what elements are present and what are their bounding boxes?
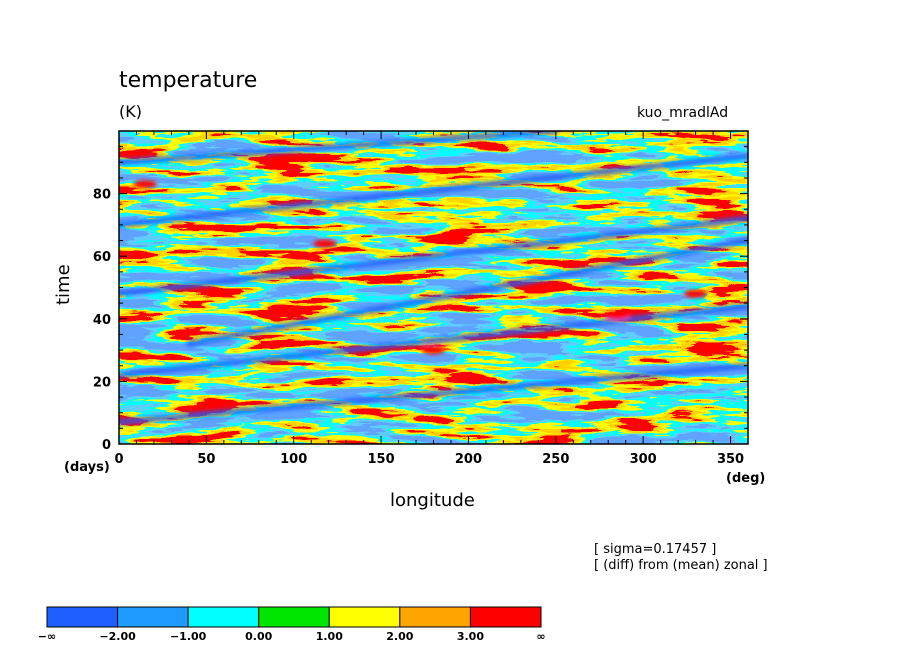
x-tick-label: 0 xyxy=(114,452,123,467)
warm-spot-6 xyxy=(421,346,446,355)
cold-band-2 xyxy=(185,237,748,347)
colorbar-label: −2.00 xyxy=(99,630,136,643)
y-tick-label: 20 xyxy=(93,375,111,390)
warm-spot-7 xyxy=(604,311,629,320)
x-tick-label: 50 xyxy=(197,452,215,467)
heatmap-field xyxy=(119,131,748,444)
colorbar-label: 0.00 xyxy=(245,630,272,643)
chart-title: temperature xyxy=(119,68,258,93)
colorbar-label: 3.00 xyxy=(457,630,484,643)
colorbar-swatch xyxy=(399,606,471,628)
y-axis-unit: (days) xyxy=(64,460,110,475)
colorbar-label: 2.00 xyxy=(386,630,413,643)
colorbar-label: ∞ xyxy=(536,630,545,643)
warm-spot-10 xyxy=(683,289,708,298)
cold-band-1 xyxy=(119,303,748,379)
sigma-note: [ sigma=0.17457 ] xyxy=(594,542,717,557)
y-tick-label: 40 xyxy=(93,313,111,328)
x-axis-label: longitude xyxy=(390,490,475,511)
colorbar-swatch xyxy=(46,606,119,628)
warm-spot-8 xyxy=(313,239,338,248)
x-tick-label: 150 xyxy=(368,452,395,467)
colorbar-swatch xyxy=(469,606,542,628)
colorbar-label: 1.00 xyxy=(316,630,343,643)
heatmap-plot-area xyxy=(119,131,748,444)
warm-spot-9 xyxy=(133,180,158,189)
colorbar-swatch xyxy=(328,606,401,628)
y-tick-label: 0 xyxy=(102,438,111,453)
x-axis-unit: (deg) xyxy=(726,471,766,486)
colorbar-label: −∞ xyxy=(38,630,56,643)
cold-band-3 xyxy=(119,215,748,297)
colorbar-label: −1.00 xyxy=(170,630,207,643)
x-tick-label: 300 xyxy=(630,452,657,467)
x-tick-label: 250 xyxy=(542,452,569,467)
y-tick-label: 60 xyxy=(93,250,111,265)
cold-band-0 xyxy=(119,362,748,426)
experiment-label: kuo_mradlAd xyxy=(637,105,729,121)
diff-note: [ (diff) from (mean) zonal ] xyxy=(594,558,768,573)
y-tick-label: 80 xyxy=(93,188,111,203)
x-tick-label: 200 xyxy=(455,452,482,467)
x-tick-label: 100 xyxy=(280,452,307,467)
units-label: (K) xyxy=(119,102,142,121)
colorbar-swatch xyxy=(258,606,330,628)
x-tick-label: 350 xyxy=(717,452,744,467)
colorbar-swatch xyxy=(187,606,260,628)
colorbar-swatch xyxy=(117,606,189,628)
cold-band-5 xyxy=(119,131,559,166)
cold-band-4 xyxy=(119,153,748,228)
